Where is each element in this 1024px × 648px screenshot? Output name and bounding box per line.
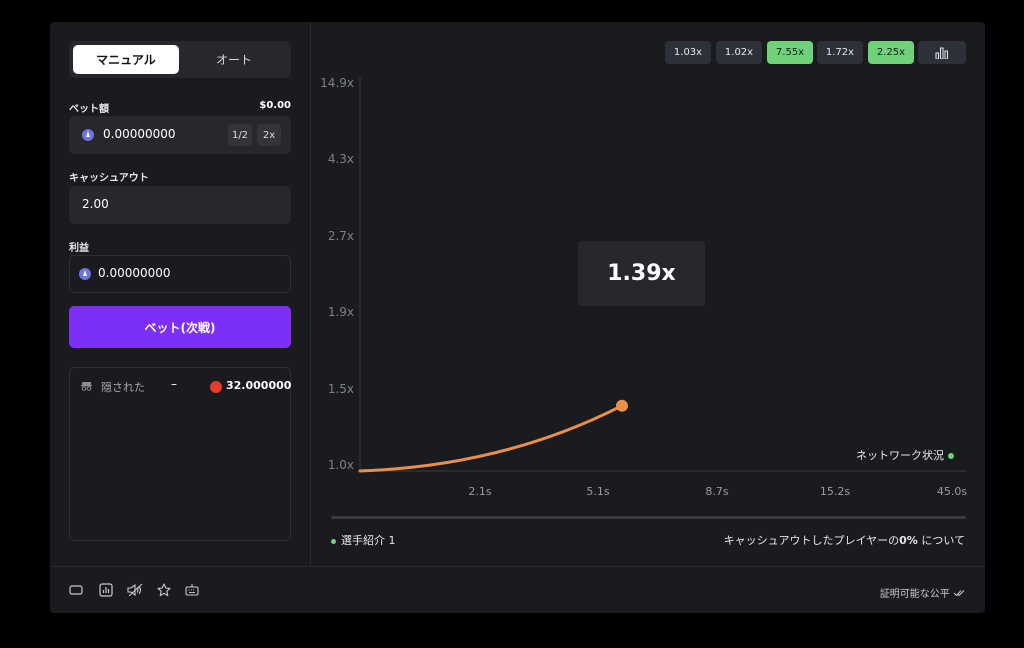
current-multiplier: 1.39x xyxy=(578,241,705,306)
x-tick-label: 8.7s xyxy=(705,485,728,498)
tab-auto[interactable]: オート xyxy=(215,53,252,67)
player-intro-label: 選手紹介 1 xyxy=(341,534,396,547)
mode-tabs: マニュアル オート xyxy=(69,41,291,78)
profit-value: 0.00000000 xyxy=(98,266,171,280)
profit-label: 利益 xyxy=(69,243,89,254)
network-status: ネットワーク状況 xyxy=(856,447,954,463)
history-pill[interactable]: 1.03x xyxy=(665,41,711,64)
bar-chart-icon xyxy=(935,47,948,59)
x-tick-label: 45.0s xyxy=(937,485,967,498)
tron-icon xyxy=(210,381,222,393)
network-status-label: ネットワーク状況 xyxy=(856,449,944,462)
bet-button[interactable]: ベット(次戦) xyxy=(69,306,291,348)
sound-icon[interactable] xyxy=(127,583,144,597)
cashout-value[interactable]: 2.00 xyxy=(82,197,109,211)
eth-icon xyxy=(79,268,91,280)
history-pill[interactable]: 2.25x xyxy=(868,41,914,64)
y-tick-label: 1.9x xyxy=(328,305,354,319)
half-button[interactable]: 1/2 xyxy=(228,124,252,146)
balance-display: $0.00 xyxy=(259,100,291,111)
player-list: 隠された – 32.000000 xyxy=(69,367,291,541)
x-tick-label: 2.1s xyxy=(468,485,491,498)
y-tick-label: 1.5x xyxy=(328,382,354,396)
stats-button[interactable] xyxy=(918,41,966,64)
y-tick-label: 1.0x xyxy=(328,458,354,472)
history-pill[interactable]: 1.72x xyxy=(817,41,863,64)
bottom-toolbar: 証明可能な公平 xyxy=(50,566,985,613)
history-pill[interactable]: 1.02x xyxy=(716,41,762,64)
keyboard-icon[interactable] xyxy=(185,583,199,597)
double-button[interactable]: 2x xyxy=(257,124,281,146)
bet-amount-field[interactable]: 0.00000000 1/2 2x xyxy=(69,116,291,154)
hidden-player-label: 隠された xyxy=(101,381,145,394)
player-cashout: – xyxy=(171,377,177,391)
theater-mode-icon[interactable] xyxy=(69,583,83,597)
history-pill[interactable]: 7.55x xyxy=(767,41,813,64)
y-tick-label: 14.9x xyxy=(320,76,354,90)
cashout-info-pct: 0% xyxy=(899,534,918,547)
profit-field: 0.00000000 xyxy=(69,255,291,293)
current-point xyxy=(616,399,628,412)
incognito-icon xyxy=(81,382,92,391)
live-stats-icon[interactable] xyxy=(99,583,113,597)
y-tick-label: 4.3x xyxy=(328,152,354,166)
player-intro-link[interactable]: 選手紹介 1 xyxy=(331,532,396,548)
bet-amount-label: ベット額 xyxy=(69,104,109,115)
multiplier-curve xyxy=(358,404,624,473)
provably-fair-link[interactable]: 証明可能な公平 xyxy=(880,585,965,600)
cashout-label: キャッシュアウト xyxy=(69,173,149,184)
bet-amount-value[interactable]: 0.00000000 xyxy=(103,127,176,141)
tab-manual[interactable]: マニュアル xyxy=(73,45,179,74)
status-dot xyxy=(331,538,336,544)
cashout-info-suffix: について xyxy=(917,534,965,547)
player-bet-amount: 32.000000 xyxy=(226,379,292,392)
cashout-info-prefix: キャッシュアウトしたプレイヤーの xyxy=(723,534,900,547)
favorite-icon[interactable] xyxy=(157,583,171,597)
cashout-field[interactable]: 2.00 xyxy=(69,186,291,224)
eth-icon xyxy=(82,129,94,141)
x-tick-label: 15.2s xyxy=(820,485,850,498)
double-check-icon xyxy=(953,590,965,597)
bet-panel: マニュアル オート ベット額 $0.00 0.00000000 1/2 2x キ… xyxy=(50,22,311,566)
cashout-info-link[interactable]: キャッシュアウトしたプレイヤーの0% について xyxy=(724,532,965,548)
provably-fair-label: 証明可能な公平 xyxy=(879,589,950,600)
x-tick-label: 5.1s xyxy=(586,485,609,498)
game-window: マニュアル オート ベット額 $0.00 0.00000000 1/2 2x キ… xyxy=(50,22,985,613)
network-status-dot xyxy=(948,453,954,459)
multiplier-chart: 14.9x 4.3x 2.7x 1.9x 1.5x 1.0x 2.1s 5.1s 8.7s 15… xyxy=(320,76,967,498)
y-tick-label: 2.7x xyxy=(328,229,354,243)
round-progress-bar xyxy=(331,516,966,519)
